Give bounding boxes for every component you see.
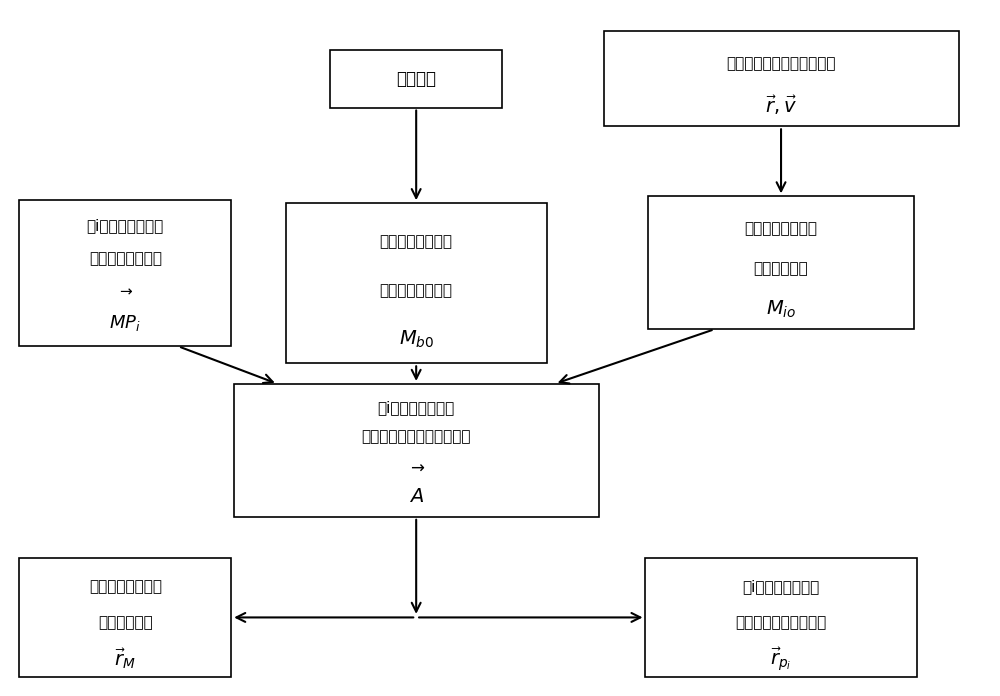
Text: 卫星轨道系到惯性: 卫星轨道系到惯性	[745, 221, 818, 236]
Text: $\vec{r}_M$: $\vec{r}_M$	[114, 647, 136, 672]
Bar	[19, 200, 231, 347]
Text: 整星姿态: 整星姿态	[396, 70, 436, 88]
Text: 第i个天线相位中心: 第i个天线相位中心	[378, 400, 455, 415]
Text: 系转转换矩阵: 系转转换矩阵	[754, 261, 808, 276]
Text: $\vec{r}_{p_i}$: $\vec{r}_{p_i}$	[770, 645, 792, 673]
Bar	[330, 49, 502, 108]
Text: $\vec{r},\vec{v}$: $\vec{r},\vec{v}$	[765, 94, 797, 117]
Text: 卫星质心在惯性系: 卫星质心在惯性系	[89, 579, 162, 594]
Text: $\rightarrow$: $\rightarrow$	[117, 283, 134, 299]
Bar	[648, 196, 914, 329]
Text: 第i个天线相位中心: 第i个天线相位中心	[87, 219, 164, 233]
Bar	[604, 31, 959, 126]
Bar	[645, 557, 917, 677]
Text: 中的位置矢量: 中的位置矢量	[98, 615, 153, 631]
Text: 卫星在惯性系中的位置速度: 卫星在惯性系中的位置速度	[726, 56, 836, 72]
Text: 卫星本体系到卫星: 卫星本体系到卫星	[380, 235, 453, 249]
Bar	[234, 383, 599, 517]
Text: $M_{io}$: $M_{io}$	[766, 299, 796, 319]
Text: 在星固系中的位置: 在星固系中的位置	[89, 251, 162, 266]
Bar	[286, 203, 547, 363]
Text: $MP_i$: $MP_i$	[109, 313, 141, 333]
Text: 轨道系转转换矩阵: 轨道系转转换矩阵	[380, 283, 453, 298]
Text: 在惯性系中的位置矢量: 在惯性系中的位置矢量	[735, 615, 827, 631]
Text: 在惯性系中的安装位置矢量: 在惯性系中的安装位置矢量	[361, 429, 471, 445]
Text: $\rightarrow$: $\rightarrow$	[407, 457, 425, 475]
Bar	[19, 557, 231, 677]
Text: 第i个天线相位中心: 第i个天线相位中心	[742, 579, 820, 594]
Text: $A$: $A$	[409, 487, 424, 505]
Text: $M_{b0}$: $M_{b0}$	[399, 329, 434, 349]
